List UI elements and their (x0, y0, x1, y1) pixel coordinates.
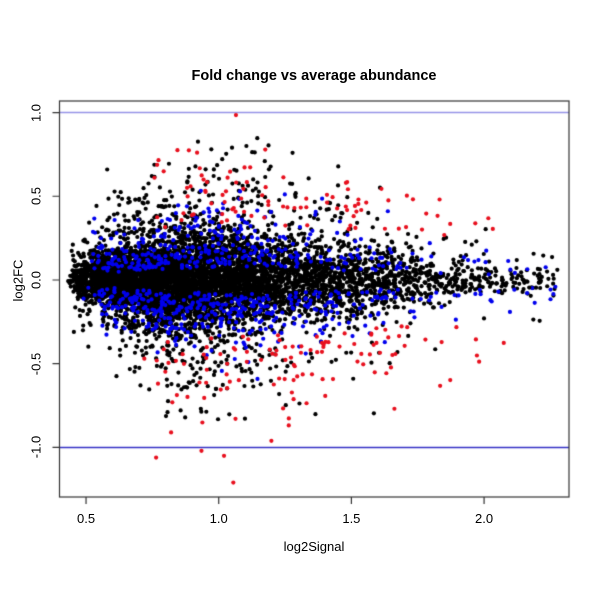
chart-title: Fold change vs average abundance (191, 68, 437, 84)
y-tick-label: 0.5 (28, 187, 44, 206)
x-tick-label: 1.5 (342, 511, 361, 526)
x-tick-label: 2.0 (475, 511, 494, 526)
y-axis-label: log2FC (10, 259, 26, 302)
y-tick-label: -0.5 (28, 352, 44, 375)
y-tick-label: 0.0 (28, 270, 44, 290)
x-tick-label: 0.5 (76, 511, 96, 526)
y-tick-label: 1.0 (28, 103, 44, 122)
x-tick-label: 1.0 (209, 511, 228, 526)
y-tick-label: -1.0 (28, 436, 44, 459)
x-axis-label: log2Signal (283, 539, 345, 554)
